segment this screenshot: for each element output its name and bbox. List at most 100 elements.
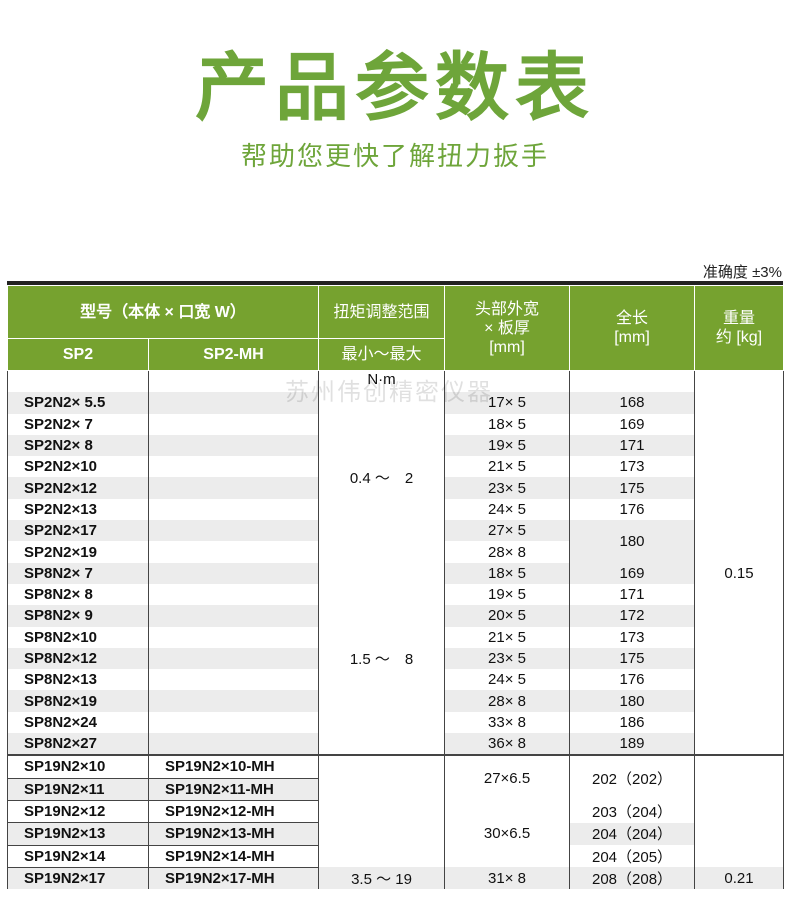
model-sp2: SP8N2×24 [7, 711, 149, 734]
weight: 0.15 [694, 392, 785, 756]
table-row: SP8N2×24 33× 8 186 [7, 711, 784, 734]
table-row: SP19N2×13 SP19N2×13-MH 204（204） [7, 822, 784, 846]
spec-table: 型号（本体 × 口宽 W） 扭矩调整范围 头部外宽 × 板厚 [mm] 全长 [… [6, 285, 785, 890]
model-sp2: SP19N2×17 [7, 866, 149, 890]
model-sp2-mh [147, 583, 320, 606]
length: 204（204） [569, 822, 696, 846]
model-sp2: SP2N2× 8 [7, 434, 149, 457]
model-sp2-mh [147, 605, 320, 627]
model-sp2: SP19N2×12 [7, 799, 149, 823]
model-sp2-mh [147, 392, 320, 414]
model-sp2-mh [147, 413, 320, 435]
model-sp2: SP2N2× 7 [7, 413, 149, 435]
torque-range: 3.5 ～ 19 [318, 867, 446, 890]
table-row: SP19N2×14 SP19N2×14-MH 204（205） [7, 844, 784, 868]
table-row: SP2N2×10 21× 5 173 [7, 456, 784, 478]
torque-unit: N·m [318, 370, 446, 393]
table-row: SP2N2×12 23× 5 175 [7, 477, 784, 499]
head-size: 19× 5 [444, 434, 571, 457]
length: 168 [569, 392, 696, 414]
head-size: 19× 5 [444, 583, 571, 606]
model-sp2-mh: SP19N2×17-MH [147, 866, 320, 890]
length: 208（208） [569, 867, 696, 890]
length: 203（204） [569, 800, 696, 823]
torque-range: 0.4 ～ 2 [318, 392, 446, 563]
length: 180 [569, 690, 696, 712]
table-row: SP8N2×12 23× 5 175 [7, 647, 784, 670]
head-size: 36× 8 [444, 733, 571, 756]
model-sp2-mh [147, 477, 320, 499]
length: 172 [569, 605, 696, 627]
table-row: SP2N2× 5.5 0.4 ～ 2 17× 5 168 0.15 [7, 392, 785, 756]
head-size: 33× 8 [444, 711, 571, 734]
model-sp2: SP2N2×13 [7, 498, 149, 521]
model-sp2-mh: SP19N2×12-MH [147, 799, 320, 823]
length: 176 [569, 498, 696, 521]
table-row: SP2N2× 7 18× 5 169 [7, 413, 784, 435]
model-sp2-mh [147, 562, 320, 584]
head-size: 30×6.5 [444, 800, 571, 868]
model-sp2: SP8N2× 9 [7, 605, 149, 627]
length: 173 [569, 626, 696, 648]
table-row: SP2N2×13 24× 5 176 [7, 498, 784, 521]
model-sp2-mh [147, 669, 320, 691]
head-size: 31× 8 [444, 867, 571, 890]
table-row: SP8N2× 9 20× 5 172 [7, 605, 784, 627]
head-size: 24× 5 [444, 498, 571, 521]
weight: 0.21 [694, 867, 785, 890]
accuracy-note: 准确度 ±3% [702, 264, 782, 281]
model-sp2-mh: SP19N2×13-MH [147, 822, 320, 846]
head-size: 27×6.5 [444, 754, 571, 801]
length: 169 [569, 413, 696, 435]
head-size: 28× 8 [444, 541, 571, 563]
model-sp2: SP8N2× 8 [7, 583, 149, 606]
page-title: 产品参数表 [195, 46, 595, 129]
model-sp2-mh [147, 434, 320, 457]
length: 171 [569, 434, 696, 457]
header-sp2: SP2 [7, 338, 149, 371]
header-head-size: 头部外宽 × 板厚 [mm] [444, 285, 571, 371]
model-sp2: SP2N2×19 [7, 541, 149, 563]
length: 189 [569, 733, 696, 756]
table-row: SP8N2×13 24× 5 176 [7, 669, 784, 691]
table-row: SP2N2×19 28× 8 [7, 541, 784, 563]
model-sp2: SP8N2×12 [7, 647, 149, 670]
table-row: SP8N2×19 28× 8 180 [7, 690, 784, 712]
table-row: SP19N2×12 SP19N2×12-MH 30×6.5 203（204） [7, 799, 784, 868]
head-size: 27× 5 [444, 520, 571, 542]
header-torque: 扭矩调整范围 [318, 285, 446, 339]
head-size: 24× 5 [444, 669, 571, 691]
table-row: SP8N2×10 21× 5 173 [7, 626, 784, 648]
model-sp2: SP8N2×27 [7, 733, 149, 756]
length: 175 [569, 647, 696, 670]
length: 173 [569, 456, 696, 478]
model-sp2: SP8N2×10 [7, 626, 149, 648]
length: 171 [569, 583, 696, 606]
model-sp2-mh [147, 733, 320, 756]
length: 175 [569, 477, 696, 499]
model-sp2-mh: SP19N2×11-MH [147, 777, 320, 801]
head-size: 21× 5 [444, 626, 571, 648]
model-sp2: SP19N2×10 [7, 754, 149, 779]
model-sp2: SP2N2×12 [7, 477, 149, 499]
table-row: SP8N2× 7 1.5 ～ 8 18× 5 169 [7, 562, 784, 756]
header-length: 全长 [mm] [569, 285, 696, 371]
head-size: 23× 5 [444, 477, 571, 499]
model-sp2-mh [147, 456, 320, 478]
table-row: SP8N2×27 36× 8 189 [7, 733, 784, 756]
length: 186 [569, 711, 696, 734]
head-size: 18× 5 [444, 562, 571, 584]
model-sp2-mh [147, 541, 320, 563]
head-size: 23× 5 [444, 647, 571, 670]
model-sp2: SP8N2× 7 [7, 562, 149, 584]
model-sp2: SP2N2× 5.5 [7, 392, 149, 414]
model-sp2-mh: SP19N2×14-MH [147, 844, 320, 868]
model-sp2-mh: SP19N2×10-MH [147, 754, 320, 779]
table-top-rule [7, 281, 783, 285]
model-sp2-mh [147, 647, 320, 670]
model-sp2: SP19N2×14 [7, 844, 149, 868]
model-sp2: SP19N2×13 [7, 822, 149, 846]
length: 169 [569, 562, 696, 584]
page-subtitle: 帮助您更快了解扭力扳手 [240, 141, 549, 171]
model-sp2: SP8N2×13 [7, 669, 149, 691]
